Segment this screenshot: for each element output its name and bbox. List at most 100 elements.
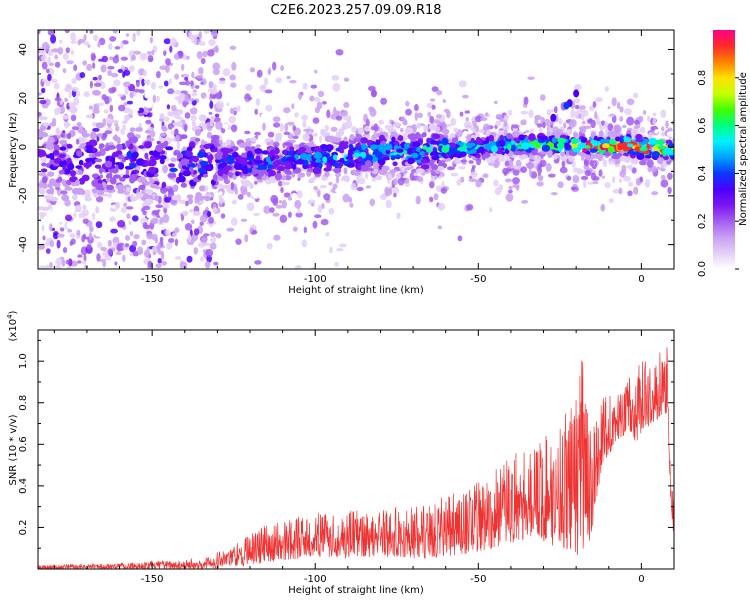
heatmap-cell bbox=[437, 202, 446, 211]
heatmap-cell bbox=[466, 204, 474, 211]
heatmap-cell bbox=[186, 146, 193, 153]
heatmap-cell bbox=[656, 166, 661, 170]
heatmap-cell bbox=[520, 154, 529, 160]
heatmap-cell bbox=[580, 109, 586, 113]
heatmap-cell bbox=[482, 140, 489, 145]
heatmap-cell bbox=[58, 153, 66, 159]
heatmap-cell bbox=[342, 193, 350, 203]
heatmap-cell bbox=[45, 248, 51, 254]
heatmap-cell bbox=[412, 141, 420, 147]
heatmap-cell bbox=[165, 64, 170, 73]
heatmap-cell bbox=[622, 145, 628, 152]
heatmap-cell bbox=[193, 247, 199, 255]
heatmap-cell bbox=[512, 124, 519, 129]
heatmap-cell bbox=[131, 156, 137, 162]
y-tick-label: 0.8 bbox=[18, 395, 29, 411]
heatmap-cell bbox=[187, 233, 192, 243]
heatmap-cell bbox=[253, 212, 261, 216]
heatmap-cell bbox=[252, 229, 258, 235]
heatmap-cell bbox=[365, 154, 373, 162]
heatmap-cell bbox=[634, 146, 642, 153]
heatmap-cell bbox=[71, 86, 79, 92]
heatmap-cell bbox=[458, 80, 467, 88]
heatmap-cell bbox=[584, 169, 591, 177]
heatmap-cell bbox=[287, 195, 293, 201]
heatmap-cell bbox=[107, 239, 112, 247]
heatmap-cell bbox=[529, 143, 536, 149]
heatmap-cell bbox=[493, 179, 499, 187]
heatmap-cell bbox=[40, 168, 48, 173]
heatmap-cell bbox=[272, 212, 280, 217]
heatmap-cell bbox=[419, 151, 425, 156]
heatmap-cell bbox=[59, 227, 65, 232]
heatmap-cell bbox=[181, 63, 185, 71]
heatmap-cell bbox=[199, 200, 204, 205]
heatmap-cell bbox=[335, 115, 343, 121]
heatmap-cell bbox=[389, 186, 393, 195]
heatmap-cell bbox=[198, 114, 207, 122]
heatmap-cell bbox=[217, 163, 226, 168]
heatmap-cell bbox=[110, 228, 118, 234]
heatmap-cell bbox=[243, 197, 249, 205]
heatmap-cell bbox=[592, 101, 597, 108]
heatmap-cell bbox=[82, 204, 87, 210]
snr-y-scale: (x104) bbox=[6, 310, 19, 341]
heatmap-cell bbox=[70, 32, 77, 42]
heatmap-cell bbox=[90, 132, 98, 139]
heatmap-cell bbox=[132, 240, 138, 247]
heatmap-cell bbox=[652, 117, 657, 125]
heatmap-cell bbox=[132, 34, 136, 41]
heatmap-cell bbox=[559, 166, 568, 174]
heatmap-cell bbox=[54, 264, 62, 269]
heatmap-cell bbox=[508, 151, 514, 157]
heatmap-cell bbox=[130, 196, 137, 202]
heatmap-cell bbox=[335, 131, 342, 138]
heatmap-cell bbox=[55, 127, 61, 135]
heatmap-cell bbox=[172, 232, 178, 238]
heatmap-cell bbox=[291, 103, 295, 110]
heatmap-cell bbox=[607, 114, 615, 118]
heatmap-cell bbox=[528, 168, 533, 177]
heatmap-cell bbox=[122, 124, 127, 131]
heatmap-cell bbox=[542, 121, 546, 129]
heatmap-cell bbox=[157, 258, 162, 264]
heatmap-cell bbox=[75, 165, 82, 169]
heatmap-cell bbox=[472, 119, 477, 127]
heatmap-cell bbox=[375, 139, 381, 146]
heatmap-cell bbox=[231, 199, 237, 205]
heatmap-cell bbox=[430, 151, 439, 156]
heatmap-cell bbox=[414, 104, 419, 112]
heatmap-cell bbox=[513, 150, 522, 156]
heatmap-cell bbox=[184, 112, 191, 119]
heatmap-cell bbox=[557, 137, 566, 143]
heatmap-cell bbox=[146, 79, 151, 86]
heatmap-cell bbox=[231, 217, 238, 226]
heatmap-cell bbox=[77, 40, 82, 46]
heatmap-cell bbox=[200, 92, 207, 99]
heatmap-cell bbox=[242, 167, 249, 175]
heatmap-cell bbox=[128, 137, 135, 144]
heatmap-cell bbox=[209, 144, 216, 150]
heatmap-cell bbox=[66, 60, 74, 65]
heatmap-cell bbox=[279, 214, 288, 223]
heatmap-cell bbox=[168, 238, 175, 243]
heatmap-cell bbox=[56, 239, 61, 249]
heatmap-cell bbox=[400, 116, 406, 121]
heatmap-cell bbox=[194, 128, 201, 137]
heatmap-cell bbox=[72, 194, 78, 201]
heatmap-cell bbox=[333, 162, 340, 167]
heatmap-cell bbox=[49, 223, 53, 232]
heatmap-cell bbox=[469, 149, 477, 154]
heatmap-cell bbox=[124, 243, 130, 248]
heatmap-cell bbox=[312, 167, 322, 175]
heatmap-cell bbox=[62, 247, 68, 254]
heatmap-cell bbox=[114, 261, 118, 266]
heatmap-cell bbox=[343, 101, 350, 108]
heatmap-cell bbox=[298, 146, 307, 152]
heatmap-cell bbox=[294, 112, 299, 118]
heatmap-cell bbox=[536, 181, 544, 187]
heatmap-cell bbox=[537, 135, 545, 140]
heatmap-cell bbox=[358, 127, 364, 135]
heatmap-cell bbox=[317, 190, 321, 198]
heatmap-cell bbox=[321, 203, 325, 209]
